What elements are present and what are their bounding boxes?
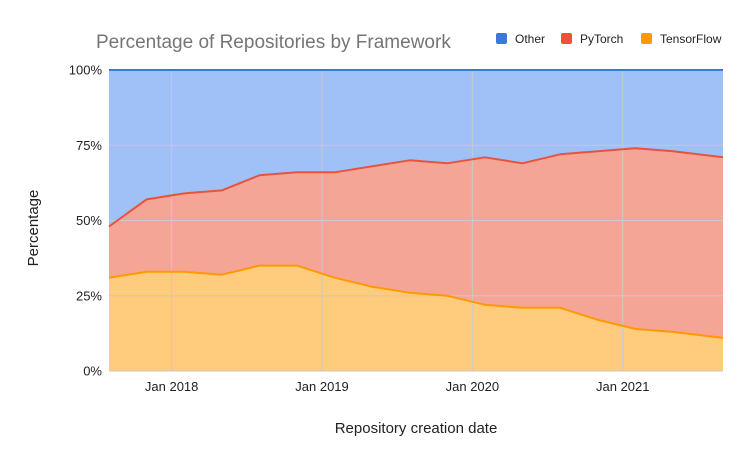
legend-item-pytorch: PyTorch	[561, 32, 623, 46]
y-tick-label: 0%	[83, 364, 102, 379]
x-axis-label: Repository creation date	[335, 420, 498, 437]
legend-label: Other	[515, 32, 545, 46]
y-tick-label: 25%	[76, 288, 102, 303]
legend-swatch	[496, 33, 507, 44]
series-areas	[109, 70, 723, 371]
plot-area	[108, 69, 724, 372]
series-lines	[108, 69, 724, 339]
legend-swatch	[641, 33, 652, 44]
x-tick-label: Jan 2019	[295, 379, 349, 394]
legend-item-tensorflow: TensorFlow	[641, 32, 722, 46]
x-tick-label: Jan 2020	[446, 379, 500, 394]
area-pytorch	[109, 148, 723, 338]
legend: Other PyTorch TensorFlow	[496, 32, 722, 46]
legend-item-other: Other	[496, 32, 545, 46]
y-axis-ticks: 0% 25% 50% 75% 100%	[69, 63, 103, 379]
line-tensorflow	[108, 264, 724, 339]
y-tick-label: 75%	[76, 138, 102, 153]
line-pytorch	[108, 147, 724, 228]
area-tensorflow	[109, 265, 723, 371]
legend-label: TensorFlow	[660, 32, 722, 46]
legend-label: PyTorch	[580, 32, 623, 46]
area-other	[109, 70, 723, 227]
x-axis-ticks: Jan 2018 Jan 2019 Jan 2020 Jan 2021	[145, 379, 650, 394]
y-axis-label: Percentage	[25, 190, 42, 267]
x-tick-label: Jan 2018	[145, 379, 199, 394]
chart-title: Percentage of Repositories by Framework	[96, 32, 451, 53]
y-tick-label: 100%	[69, 63, 103, 78]
x-tick-label: Jan 2021	[596, 379, 650, 394]
y-tick-label: 50%	[76, 213, 102, 228]
legend-swatch	[561, 33, 572, 44]
